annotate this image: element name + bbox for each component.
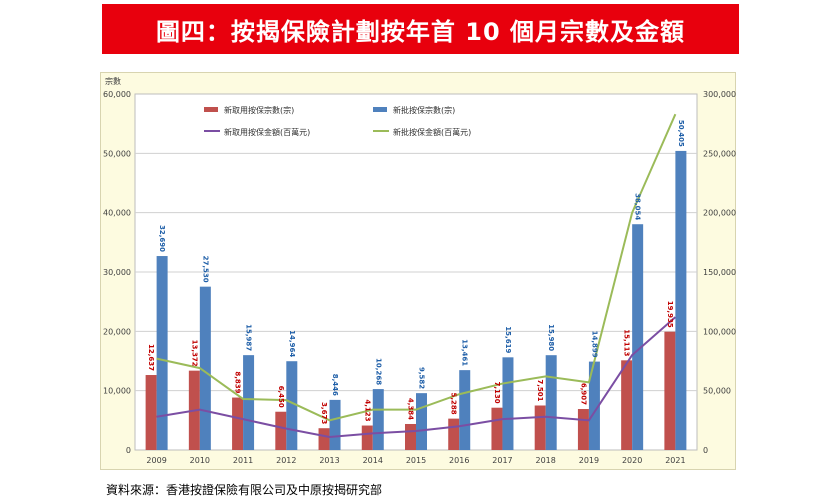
bar-value-label: 50,405 (677, 120, 685, 147)
bar (318, 428, 330, 450)
bar (416, 393, 427, 450)
bar-value-label: 10,268 (374, 358, 382, 385)
y-tick-label: 40,000 (103, 209, 131, 218)
x-tick-label: 2020 (622, 456, 642, 465)
x-tick-label: 2011 (233, 456, 253, 465)
combo-chart: 12,637 13,372 8,839 6,450 3,673 4,123 4,384 5,2… (103, 76, 736, 465)
bar-value-label: 6,907 (579, 383, 587, 405)
legend-label: 新批按保金額(百萬元) (393, 127, 471, 137)
bar (145, 375, 157, 450)
chart-title: 圖四：按揭保險計劃按年首 10 個月宗數及金額 (155, 17, 686, 46)
chart-title-banner: 圖四：按揭保險計劃按年首 10 個月宗數及金額 (102, 4, 739, 54)
bar-value-label: 9,582 (418, 367, 426, 389)
y2-tick-label: 150,000 (703, 268, 736, 277)
x-tick-label: 2013 (319, 456, 339, 465)
series-line (156, 316, 677, 438)
x-tick-label: 2017 (492, 456, 512, 465)
bar (675, 150, 687, 450)
bar-value-label: 4,384 (407, 398, 415, 420)
y-tick-label: 50,000 (103, 149, 131, 158)
x-tick-label: 2010 (190, 456, 210, 465)
bar-value-label: 32,690 (158, 225, 166, 252)
bar (156, 256, 168, 450)
bar (459, 370, 471, 450)
bar-value-label: 7,501 (536, 379, 544, 401)
bar (502, 357, 514, 450)
bar (545, 355, 557, 450)
bar (588, 361, 600, 450)
x-tick-label: 2012 (276, 456, 296, 465)
y-tick-label: 10,000 (103, 387, 131, 396)
axes: 0 0 10,000 50,000 20,000 100,000 30,000 150,000… (103, 76, 736, 465)
x-tick-label: 2021 (665, 456, 685, 465)
bar (275, 411, 287, 450)
bar (491, 407, 503, 450)
bar-value-label: 6,450 (277, 386, 285, 408)
bar-value-label: 8,839 (234, 371, 242, 393)
bar (329, 399, 341, 450)
bar-value-label: 12,637 (147, 344, 155, 371)
y-tick-label: 30,000 (103, 268, 131, 277)
legend-label: 新取用按保宗數(宗) (224, 105, 294, 115)
bar (405, 423, 416, 450)
y2-tick-label: 300,000 (703, 90, 736, 99)
bar-value-label: 13,372 (190, 340, 198, 367)
x-tick-label: 2019 (579, 456, 599, 465)
legend: 新取用按保宗數(宗) 新批按保宗數(宗) 新取用按保金額(百萬元) 新批按保金額(百萬… (204, 105, 471, 137)
y-tick-label: 60,000 (103, 90, 131, 99)
y-tick-label: 0 (126, 446, 131, 455)
legend-label: 新批按保宗數(宗) (393, 105, 455, 115)
y2-tick-label: 100,000 (703, 327, 736, 336)
y2-tick-label: 0 (703, 446, 708, 455)
series-line (156, 113, 677, 422)
bar-value-label: 13,461 (461, 339, 469, 366)
y-tick-label: 20,000 (103, 327, 131, 336)
bar-value-label: 15,113 (623, 329, 631, 356)
bar-value-label: 27,530 (201, 256, 209, 283)
y2-tick-label: 50,000 (703, 387, 731, 396)
bar (632, 224, 644, 450)
bar-value-label: 19,935 (666, 301, 674, 328)
bar (372, 389, 384, 450)
chart-panel: 12,637 13,372 8,839 6,450 3,673 4,123 4,384 5,2… (100, 72, 736, 470)
x-tick-label: 2018 (536, 456, 556, 465)
y2-tick-label: 250,000 (703, 149, 736, 158)
x-tick-label: 2015 (406, 456, 426, 465)
y2-tick-label: 200,000 (703, 209, 736, 218)
bar (534, 405, 546, 450)
bar-value-label: 3,673 (320, 402, 328, 424)
x-tick-label: 2009 (146, 456, 166, 465)
bar-value-label: 15,619 (504, 326, 512, 353)
bar-value-label: 8,446 (331, 374, 339, 396)
bar-value-label: 5,288 (450, 392, 458, 414)
bar-value-label: 38,054 (634, 193, 642, 220)
bar (199, 286, 211, 450)
data-labels: 12,637 13,372 8,839 6,450 3,673 4,123 4,384 5,2… (147, 120, 685, 424)
y-axis-label: 宗數 (105, 76, 121, 86)
bar (232, 397, 244, 450)
bar-value-label: 7,130 (493, 382, 501, 404)
bar (621, 360, 633, 450)
bar-value-label: 15,980 (547, 324, 555, 351)
bar-value-label: 14,964 (288, 330, 296, 357)
bar (577, 409, 589, 450)
legend-swatch (204, 107, 218, 112)
bar (286, 361, 298, 450)
bar-value-label: 14,899 (590, 331, 598, 358)
lines (156, 113, 677, 438)
bar (243, 355, 255, 450)
bar (448, 418, 460, 450)
bar-value-label: 15,987 (245, 324, 253, 351)
legend-label: 新取用按保金額(百萬元) (224, 127, 310, 137)
bar-value-label: 4,123 (363, 399, 371, 421)
x-tick-label: 2014 (363, 456, 383, 465)
legend-swatch (373, 107, 387, 112)
x-tick-label: 2016 (449, 456, 469, 465)
bar (361, 425, 373, 450)
bar (664, 331, 676, 450)
source-note: 資料來源：香港按證保險有限公司及中原按揭研究部 (106, 483, 383, 497)
gridlines (134, 93, 698, 451)
